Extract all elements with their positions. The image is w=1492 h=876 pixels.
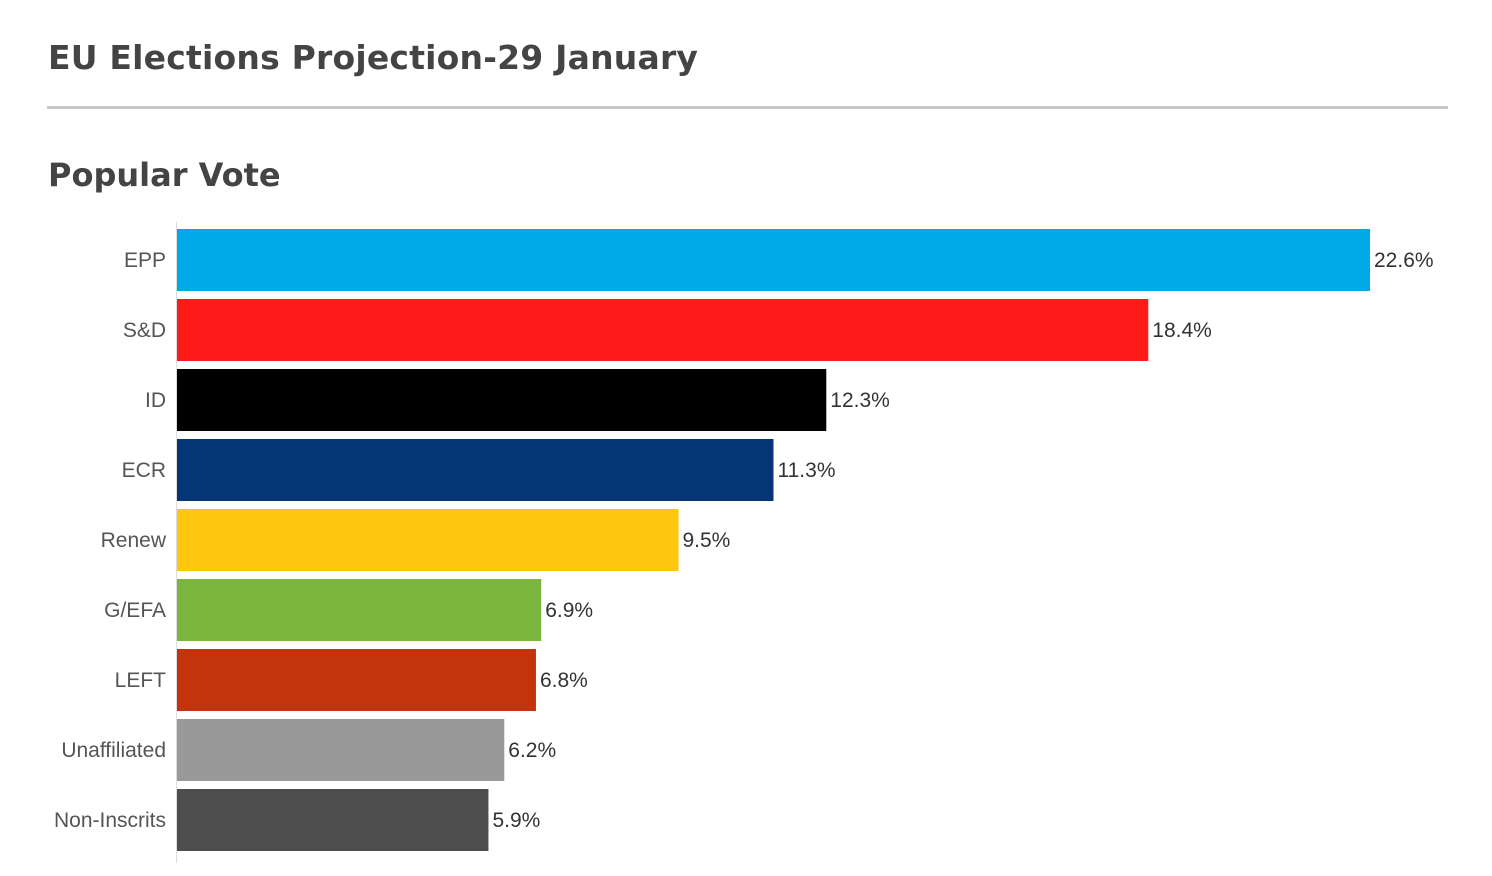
value-label-ecr: 11.3% — [778, 459, 836, 482]
bar-g-efa — [177, 579, 542, 641]
value-label-g-efa: 6.9% — [545, 599, 593, 622]
title-divider — [47, 106, 1448, 109]
category-label-renew: Renew — [101, 529, 167, 552]
bar-ecr — [177, 439, 774, 501]
value-label-left: 6.8% — [540, 669, 588, 692]
bars-group: EPP 22.6% S&D 18.4% ID 12.3% ECR 11.3% Renew 9.5%… — [54, 229, 1434, 851]
category-label-non-inscrits: Non-Inscrits — [54, 809, 166, 832]
bar-left — [177, 649, 536, 711]
value-label-unaffiliated: 6.2% — [508, 739, 556, 762]
bar-unaffiliated — [177, 719, 505, 781]
category-label-id: ID — [145, 389, 166, 412]
value-label-renew: 9.5% — [682, 529, 730, 552]
value-label-id: 12.3% — [830, 389, 890, 412]
value-label-non-inscrits: 5.9% — [492, 809, 540, 832]
bar-renew — [177, 509, 679, 571]
bar-non-inscrits — [177, 789, 489, 851]
value-label-s-d: 18.4% — [1152, 319, 1212, 342]
category-label-g-efa: G/EFA — [104, 599, 166, 622]
bar-id — [177, 369, 827, 431]
category-label-left: LEFT — [115, 669, 167, 692]
section-title: Popular Vote — [48, 156, 281, 194]
value-label-epp: 22.6% — [1374, 249, 1434, 272]
category-label-epp: EPP — [124, 249, 166, 272]
bar-s-d — [177, 299, 1149, 361]
category-label-s-d: S&D — [123, 319, 166, 342]
category-label-unaffiliated: Unaffiliated — [61, 739, 166, 762]
bar-epp — [177, 229, 1370, 291]
page-title: EU Elections Projection-29 January — [48, 38, 699, 77]
category-label-ecr: ECR — [122, 459, 166, 482]
